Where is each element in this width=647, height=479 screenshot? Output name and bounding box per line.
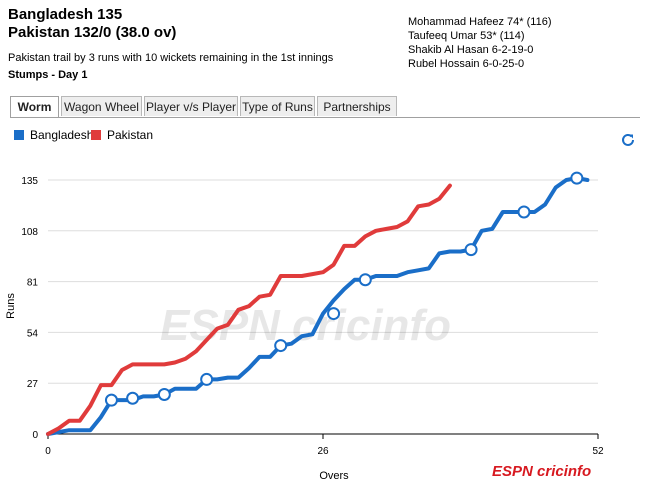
wicket-marker xyxy=(464,243,478,257)
wicket-marker xyxy=(104,393,118,407)
y-tick-label: 108 xyxy=(21,227,38,238)
watermark-text: ESPN cricinfo xyxy=(160,301,451,350)
y-tick-label: 81 xyxy=(27,278,39,289)
legend-swatch xyxy=(14,130,24,140)
legend-bangladesh[interactable]: Bangladesh xyxy=(14,128,93,142)
legend-label: Pakistan xyxy=(107,128,154,142)
y-tick-label: 27 xyxy=(27,379,39,390)
wicket-marker xyxy=(274,339,288,353)
y-tick-label: 135 xyxy=(21,176,38,187)
x-tick-label: 26 xyxy=(317,446,329,457)
wicket-marker xyxy=(200,372,214,386)
player-line: Rubel Hossain 6-0-25-0 xyxy=(408,58,525,70)
legend-label: Bangladesh xyxy=(30,128,94,142)
watermark: ESPN cricinfo xyxy=(160,301,451,350)
session-status: Stumps - Day 1 xyxy=(8,69,88,81)
x-axis-label: Overs xyxy=(319,470,349,479)
wicket-marker xyxy=(126,391,140,405)
refresh-icon[interactable] xyxy=(620,132,636,148)
player-line: Taufeeq Umar 53* (114) xyxy=(408,30,525,42)
y-tick-label: 54 xyxy=(27,328,39,339)
x-tick-label: 52 xyxy=(592,446,604,457)
tab-player-vs-player[interactable]: Player v/s Player xyxy=(144,96,238,116)
legend-pakistan[interactable]: Pakistan xyxy=(91,128,153,142)
worm-chart: ESPN cricinfo 0 27 54 81 108 135 0 26 52 Runs Ov… xyxy=(5,171,604,479)
legend-swatch xyxy=(91,130,101,140)
tab-type-of-runs[interactable]: Type of Runs xyxy=(240,96,315,116)
wicket-marker xyxy=(358,273,372,287)
wicket-marker xyxy=(157,387,171,401)
tab-wagon-wheel[interactable]: Wagon Wheel xyxy=(61,96,142,116)
player-stats: Mohammad Hafeez 74* (116) Taufeeq Umar 5… xyxy=(408,15,551,71)
logo-text: ESPN cricinfo xyxy=(492,463,591,479)
player-line: Shakib Al Hasan 6-2-19-0 xyxy=(408,44,534,56)
player-line: Mohammad Hafeez 74* (116) xyxy=(408,16,552,28)
y-tick-label: 0 xyxy=(32,430,38,441)
espn-cricinfo-logo: ESPN cricinfo xyxy=(492,463,591,479)
match-status: Pakistan trail by 3 runs with 10 wickets… xyxy=(8,52,334,64)
tab-partnerships[interactable]: Partnerships xyxy=(317,96,397,116)
y-axis-label: Runs xyxy=(5,293,17,319)
team2-score: Pakistan 132/0 (38.0 ov) xyxy=(8,24,177,41)
x-tick-label: 0 xyxy=(45,446,51,457)
wicket-marker xyxy=(517,205,531,219)
wicket-marker xyxy=(327,307,341,321)
tab-worm[interactable]: Worm xyxy=(10,96,59,118)
wicket-marker xyxy=(570,171,584,185)
tab-divider xyxy=(10,117,640,118)
team1-score: Bangladesh 135 xyxy=(8,6,123,23)
worm-line-pakistan xyxy=(46,183,452,436)
